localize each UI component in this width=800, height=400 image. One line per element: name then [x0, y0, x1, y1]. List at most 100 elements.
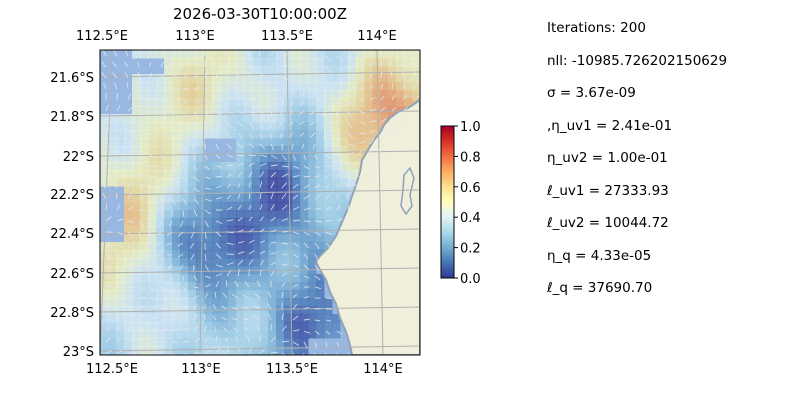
field-cell	[252, 194, 261, 203]
field-cell	[396, 90, 405, 99]
map-plot-area	[100, 50, 420, 355]
field-cell	[180, 122, 189, 131]
vector-arrow	[281, 264, 288, 266]
field-cell	[348, 122, 357, 131]
field-cell	[220, 66, 229, 75]
field-cell	[260, 234, 269, 243]
field-cell	[156, 282, 165, 291]
colorbar: 0.0 0.2 0.4 0.6 0.8 1.0	[440, 120, 481, 287]
field-cell	[308, 170, 317, 179]
field-cell	[340, 98, 349, 107]
field-cell	[260, 170, 269, 179]
vector-arrow	[380, 83, 384, 90]
field-cell	[116, 138, 125, 147]
field-cell	[340, 162, 349, 171]
vector-arrow	[160, 187, 168, 192]
vector-arrow	[204, 253, 207, 261]
field-cell	[348, 66, 357, 75]
field-cell	[212, 106, 221, 115]
vector-arrow	[280, 110, 283, 116]
field-cell	[252, 90, 261, 99]
vector-arrow	[127, 338, 133, 343]
field-cell	[108, 274, 117, 283]
vector-arrow	[289, 132, 294, 138]
field-cell	[148, 298, 157, 307]
field-cell	[356, 74, 365, 83]
field-cell	[100, 266, 109, 275]
field-cell	[220, 210, 229, 219]
field-cell	[180, 226, 189, 235]
vector-arrow	[336, 88, 341, 96]
vector-arrow	[204, 231, 207, 239]
field-cell	[172, 178, 181, 187]
field-cell	[156, 306, 165, 315]
vector-arrow	[160, 50, 165, 57]
field-cell	[212, 98, 221, 107]
field-cell	[228, 258, 237, 267]
field-cell	[220, 178, 229, 187]
field-cell	[276, 186, 285, 195]
field-cell	[300, 298, 309, 307]
field-cell	[228, 186, 237, 195]
vector-arrow	[314, 242, 320, 249]
field-cell	[188, 58, 197, 67]
field-cell	[236, 226, 245, 235]
field-cell	[324, 114, 333, 123]
field-cell	[220, 242, 229, 251]
vector-arrow	[181, 143, 184, 150]
field-cell	[180, 282, 189, 291]
field-cell	[308, 82, 317, 91]
field-cell	[268, 218, 277, 227]
field-cell	[204, 66, 213, 75]
field-cell	[156, 114, 165, 123]
field-cell	[292, 306, 301, 315]
field-cell	[108, 170, 117, 179]
graticule-line	[286, 50, 293, 355]
field-cell	[284, 274, 293, 283]
vector-arrow	[155, 253, 162, 257]
field-cell	[372, 58, 381, 67]
field-cell	[228, 242, 237, 251]
field-cell	[172, 194, 181, 203]
graticule-line	[199, 50, 206, 355]
field-cell	[172, 162, 181, 171]
graticule-line	[100, 71, 420, 78]
vector-arrow	[237, 98, 245, 101]
vector-arrow	[314, 77, 318, 85]
vector-arrow	[127, 182, 130, 189]
field-cell	[308, 114, 317, 123]
field-cell	[244, 250, 253, 259]
field-cell	[316, 154, 325, 163]
field-cell	[188, 226, 197, 235]
field-cell	[244, 90, 253, 99]
vector-arrow	[259, 121, 263, 129]
field-cell	[188, 290, 197, 299]
vector-arrow	[281, 182, 287, 189]
vector-arrow	[363, 173, 371, 178]
field-cell	[228, 178, 237, 187]
vector-arrow	[171, 317, 179, 321]
vector-arrow	[325, 173, 331, 178]
field-cell	[180, 90, 189, 99]
vector-arrow	[193, 198, 200, 205]
field-cell	[220, 162, 229, 171]
vector-arrow	[292, 264, 299, 268]
vector-arrow	[171, 209, 173, 217]
field-cell	[204, 282, 213, 291]
vector-arrow	[346, 193, 349, 200]
vector-arrow	[347, 99, 354, 106]
field-cell	[228, 122, 237, 131]
field-cell	[220, 250, 229, 259]
vector-arrow	[314, 154, 318, 160]
vector-arrow	[182, 327, 190, 332]
field-cell	[188, 346, 197, 355]
field-cell	[116, 338, 125, 347]
colorbar-tick-label: 1.0	[460, 120, 481, 135]
vector-arrow	[321, 110, 327, 117]
field-cell	[372, 114, 381, 123]
vector-arrow	[259, 143, 266, 150]
field-cell	[180, 242, 189, 251]
field-cell	[324, 210, 333, 219]
vector-arrow	[237, 154, 245, 157]
vector-arrow	[138, 82, 142, 90]
